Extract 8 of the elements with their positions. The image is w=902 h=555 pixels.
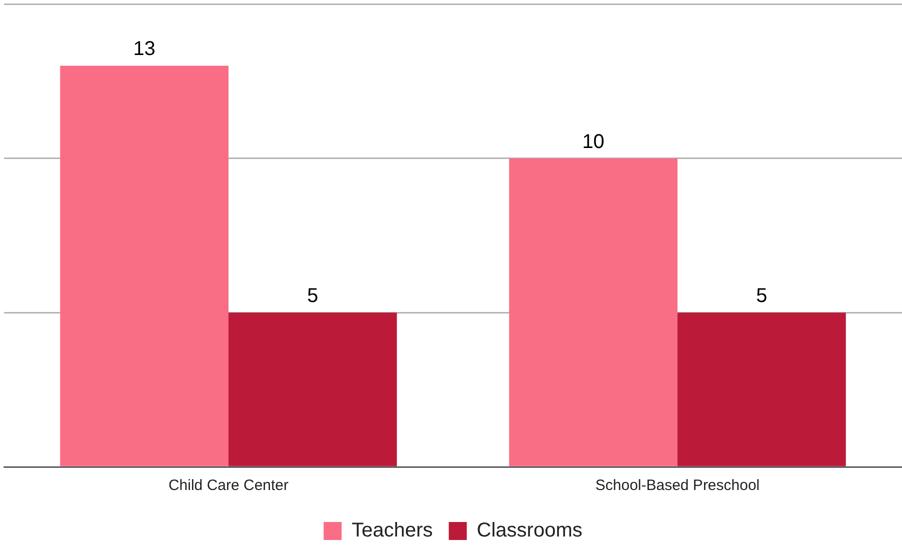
legend-label: Teachers <box>352 520 433 542</box>
data-label: 13 <box>133 38 156 60</box>
data-label: 5 <box>307 285 318 308</box>
x-tick-label: Child Care Center <box>168 477 289 494</box>
legend-label: Classrooms <box>476 520 582 542</box>
data-label: 10 <box>582 130 604 153</box>
x-tick-label: School-Based Preschool <box>595 477 760 494</box>
data-label: 5 <box>756 285 768 308</box>
